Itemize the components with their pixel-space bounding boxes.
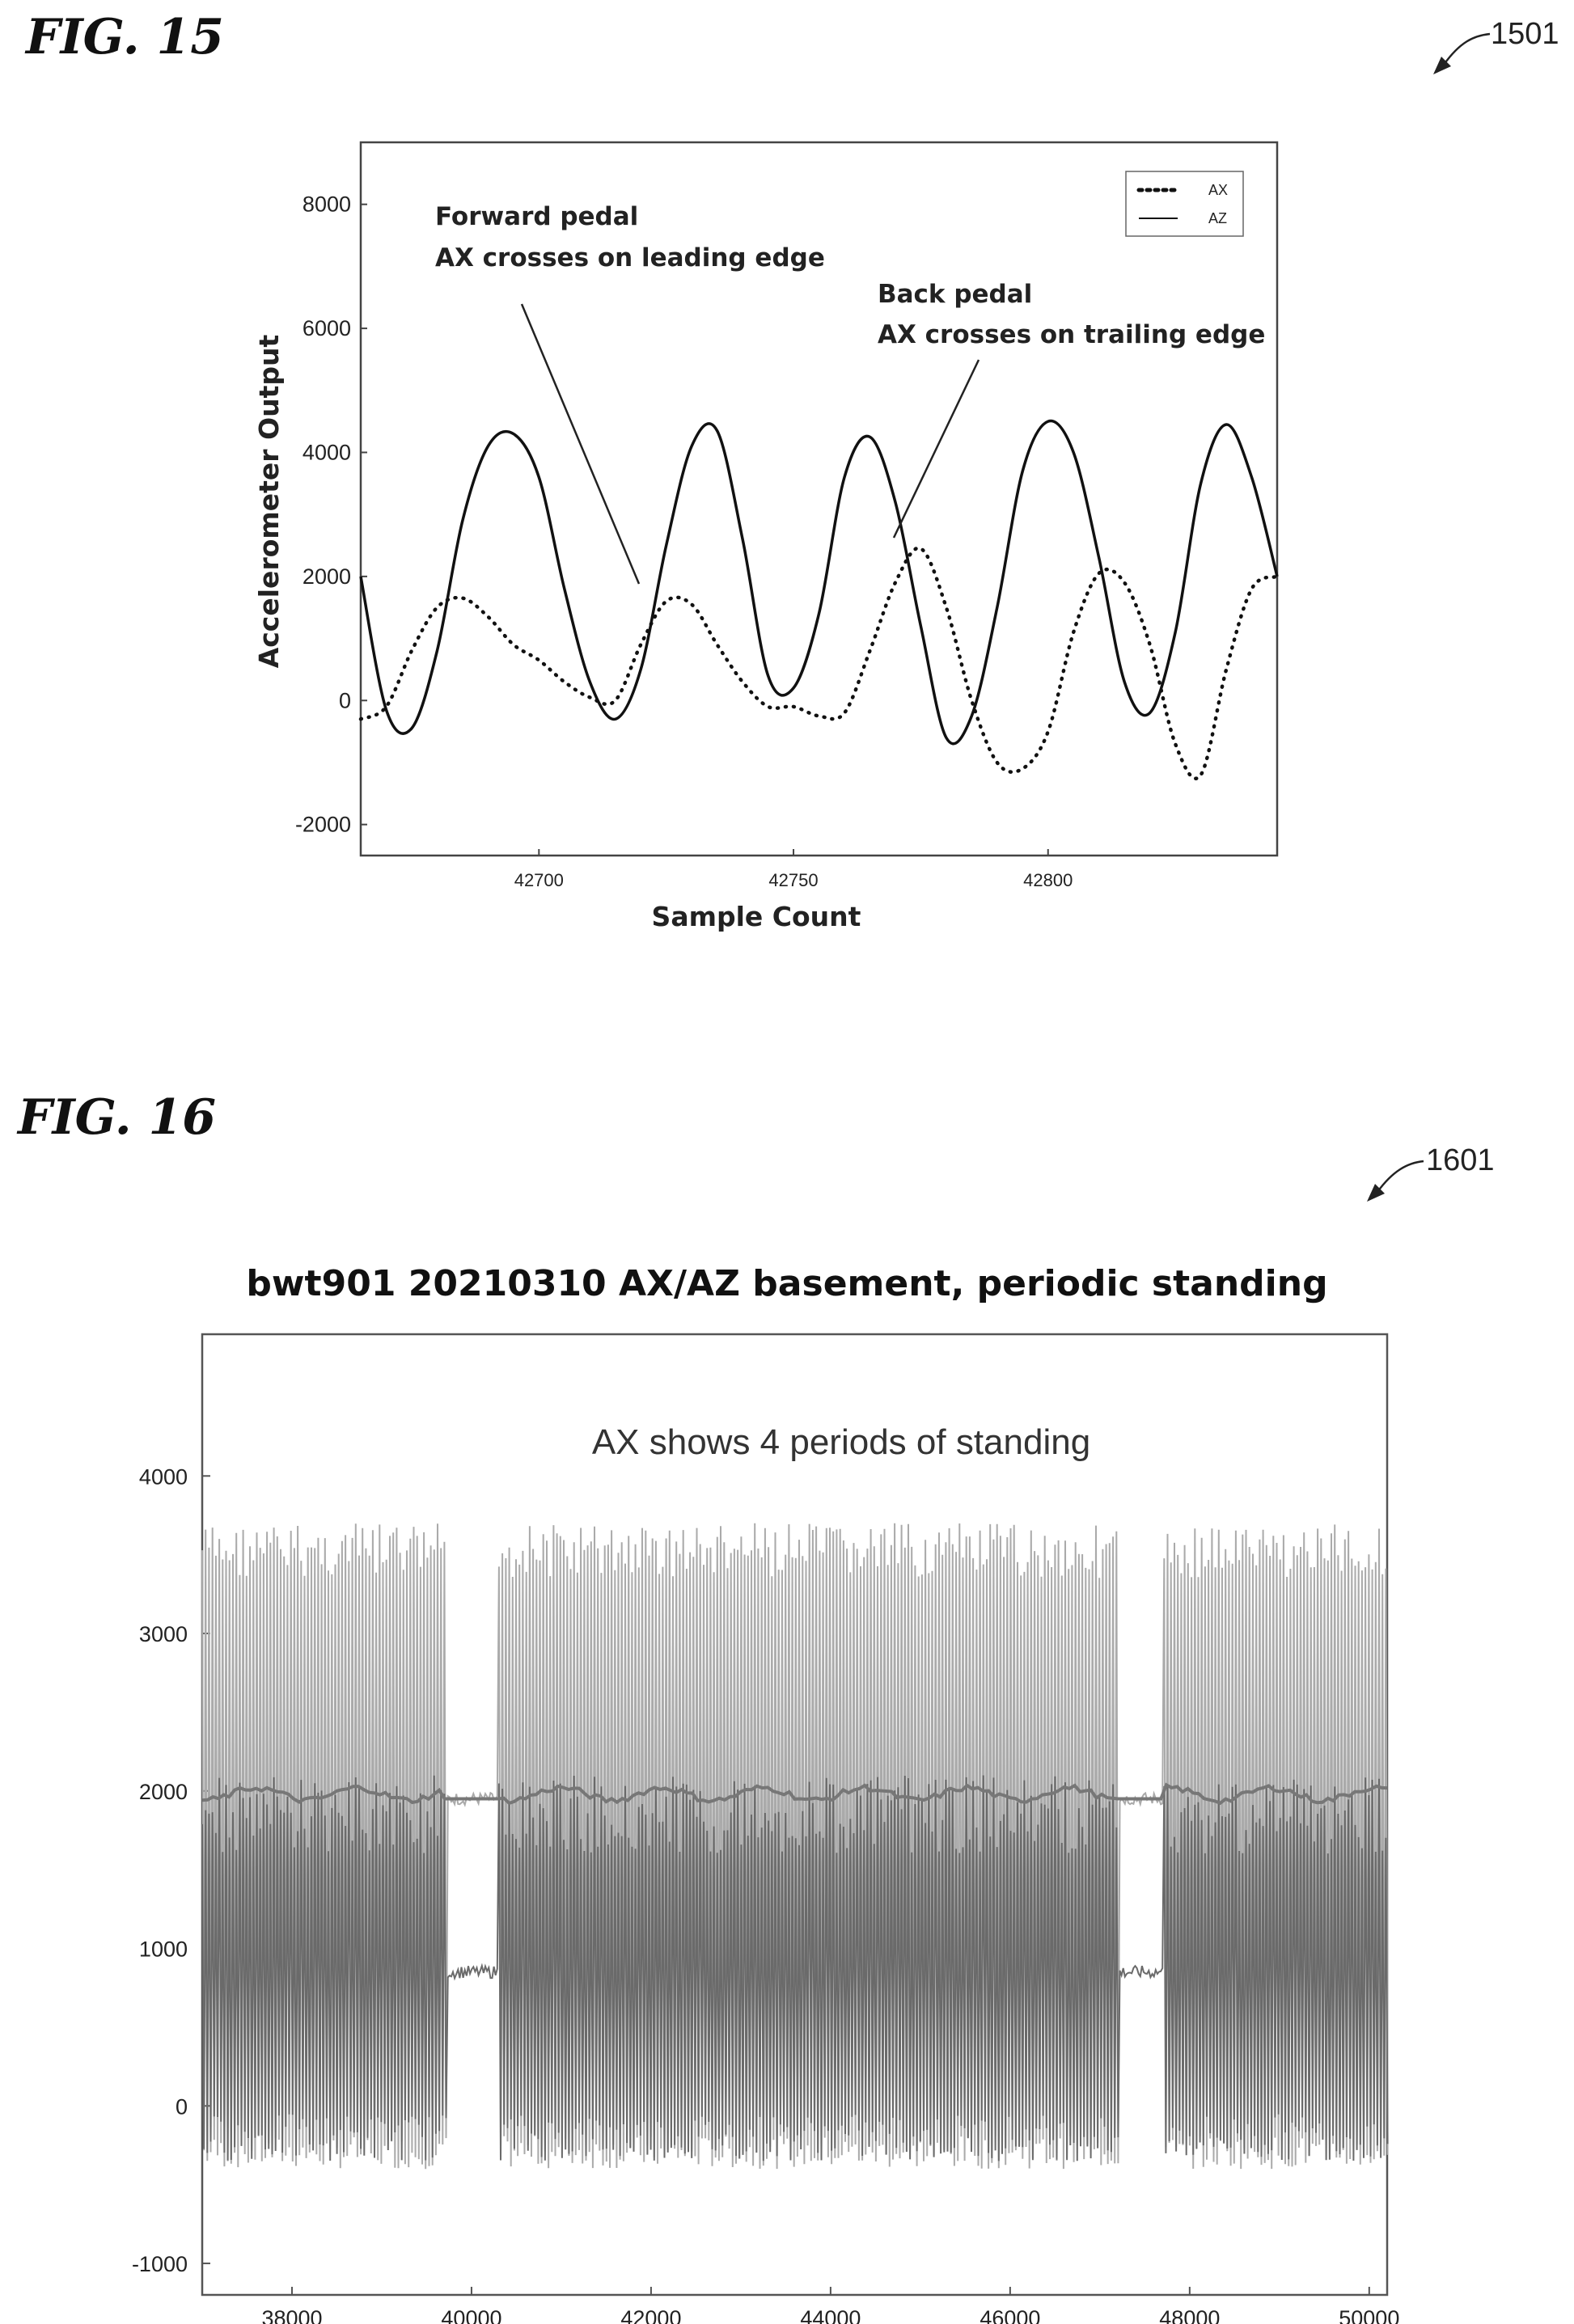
fig16-y-tick-label: 3000 (139, 1622, 188, 1646)
fig16-y-tick-label: 1000 (139, 1937, 188, 1962)
fig15-y-axis-title: Accelerometer Output (253, 334, 285, 668)
fig16-series-layer (201, 1523, 1389, 2170)
fig15-annotation-forward-leader (520, 303, 641, 585)
fig16-x-tick-label: 46000 (980, 2306, 1040, 2324)
fig16-y-ticks: -1000 0 1000 2000 3000 4000 (132, 1464, 210, 2276)
fig15-plot-area (359, 141, 1279, 857)
fig16-y-tick-label: 0 (176, 2094, 188, 2119)
fig16-x-tick-label: 44000 (800, 2306, 861, 2324)
fig16-y-tick-label: 4000 (139, 1464, 188, 1489)
fig15-y-tick-label: 8000 (303, 192, 351, 217)
reference-arrowhead-1601 (1367, 1184, 1385, 1202)
reference-number-1601: 1601 (1426, 1143, 1495, 1177)
figure-15-label: FIG. 15 (24, 9, 224, 65)
fig15-series-az-line (359, 419, 1279, 746)
fig15-annotation-forward-line1: Forward pedal (435, 202, 638, 231)
figure-16-label: FIG. 16 (16, 1089, 216, 1146)
figure-16: FIG. 16 1601 bwt901 20210310 AX/AZ basem… (16, 1089, 1495, 2324)
fig16-x-tick-label: 48000 (1159, 2306, 1220, 2324)
fig15-x-axis-title: Sample Count (652, 901, 861, 932)
fig15-y-tick-label: 4000 (303, 440, 351, 464)
fig15-series-ax-line (358, 546, 1280, 780)
fig16-x-ticks: 38000 40000 42000 44000 46000 48000 50000 (261, 2287, 1399, 2324)
fig16-x-tick-label: 38000 (261, 2306, 322, 2324)
fig15-annotation-back: Back pedal AX crosses on trailing edge (878, 280, 1265, 539)
fig15-annotation-back-leader (892, 359, 980, 539)
fig15-y-tick-label: 6000 (303, 316, 351, 340)
reference-arrow-1601 (1376, 1160, 1424, 1193)
fig15-x-ticks: 42700 42750 42800 (514, 849, 1073, 890)
fig16-annotation: AX shows 4 periods of standing (592, 1422, 1090, 1462)
fig15-y-tick-label: 0 (339, 688, 351, 712)
fig15-y-tick-label: 2000 (303, 564, 351, 589)
fig16-x-tick-label: 50000 (1339, 2306, 1399, 2324)
fig16-chart-title: bwt901 20210310 AX/AZ basement, periodic… (246, 1263, 1327, 1304)
fig15-legend-label-ax: AX (1208, 182, 1228, 198)
fig15-annotation-forward-line2: AX crosses on leading edge (435, 243, 825, 273)
fig15-y-ticks: -2000 0 2000 4000 6000 8000 (295, 192, 367, 837)
fig15-x-tick-label: 42750 (768, 870, 818, 890)
fig15-annotation-back-line1: Back pedal (878, 280, 1032, 309)
fig16-x-tick-label: 42000 (620, 2306, 681, 2324)
fig15-series-layer (358, 419, 1280, 780)
figure-15: FIG. 15 1501 -2000 0 2000 4000 6000 8000 4270… (24, 9, 1559, 932)
fig16-y-tick-label: 2000 (139, 1780, 188, 1804)
reference-arrow-1501 (1442, 32, 1491, 65)
fig16-x-tick-label: 40000 (441, 2306, 501, 2324)
reference-arrowhead-1501 (1433, 57, 1451, 74)
fig16-mean-trace-line (201, 1782, 1388, 1806)
fig15-legend: AX AZ (1125, 171, 1244, 237)
fig15-legend-box (1125, 171, 1244, 237)
fig15-y-tick-label: -2000 (295, 813, 351, 837)
fig15-annotation-back-line2: AX crosses on trailing edge (878, 320, 1265, 349)
fig15-legend-label-az: AZ (1208, 210, 1227, 226)
fig15-x-tick-label: 42700 (514, 870, 564, 890)
fig15-annotation-forward: Forward pedal AX crosses on leading edge (435, 202, 825, 585)
fig16-y-tick-label: -1000 (132, 2252, 188, 2276)
fig15-x-tick-label: 42800 (1023, 870, 1073, 890)
fig16-series-dark-oscillation (201, 1775, 1389, 2161)
reference-number-1501: 1501 (1491, 17, 1559, 51)
